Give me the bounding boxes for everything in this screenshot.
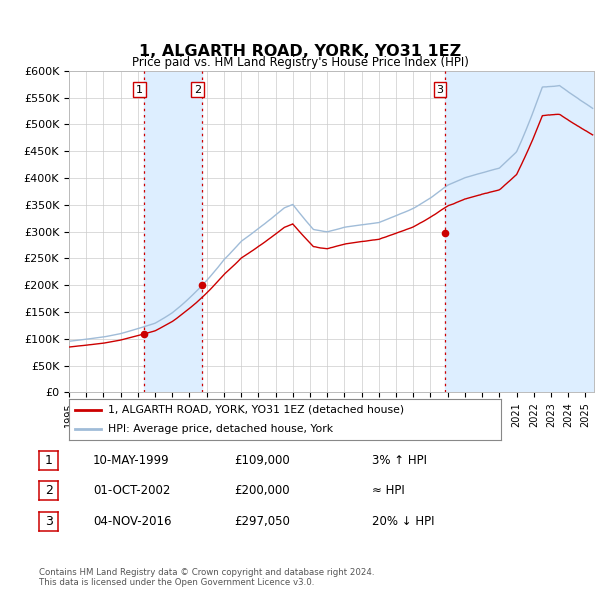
Text: 1: 1 bbox=[136, 84, 143, 94]
Text: 3% ↑ HPI: 3% ↑ HPI bbox=[372, 454, 427, 467]
Text: 2: 2 bbox=[44, 484, 53, 497]
Text: Price paid vs. HM Land Registry's House Price Index (HPI): Price paid vs. HM Land Registry's House … bbox=[131, 56, 469, 69]
Text: 10-MAY-1999: 10-MAY-1999 bbox=[93, 454, 170, 467]
Text: £109,000: £109,000 bbox=[234, 454, 290, 467]
Text: £200,000: £200,000 bbox=[234, 484, 290, 497]
Text: ≈ HPI: ≈ HPI bbox=[372, 484, 405, 497]
Text: HPI: Average price, detached house, York: HPI: Average price, detached house, York bbox=[108, 424, 333, 434]
Text: Contains HM Land Registry data © Crown copyright and database right 2024.
This d: Contains HM Land Registry data © Crown c… bbox=[39, 568, 374, 587]
Bar bbox=[144, 71, 202, 392]
Text: 1, ALGARTH ROAD, YORK, YO31 1EZ (detached house): 1, ALGARTH ROAD, YORK, YO31 1EZ (detache… bbox=[108, 405, 404, 415]
Text: 20% ↓ HPI: 20% ↓ HPI bbox=[372, 515, 434, 528]
Text: 1, ALGARTH ROAD, YORK, YO31 1EZ: 1, ALGARTH ROAD, YORK, YO31 1EZ bbox=[139, 44, 461, 59]
Text: 3: 3 bbox=[44, 515, 53, 528]
Text: 2: 2 bbox=[194, 84, 201, 94]
Bar bbox=[445, 71, 594, 392]
Text: 3: 3 bbox=[436, 84, 443, 94]
Text: 01-OCT-2002: 01-OCT-2002 bbox=[93, 484, 170, 497]
Text: 1: 1 bbox=[44, 454, 53, 467]
Text: £297,050: £297,050 bbox=[234, 515, 290, 528]
Text: 04-NOV-2016: 04-NOV-2016 bbox=[93, 515, 172, 528]
